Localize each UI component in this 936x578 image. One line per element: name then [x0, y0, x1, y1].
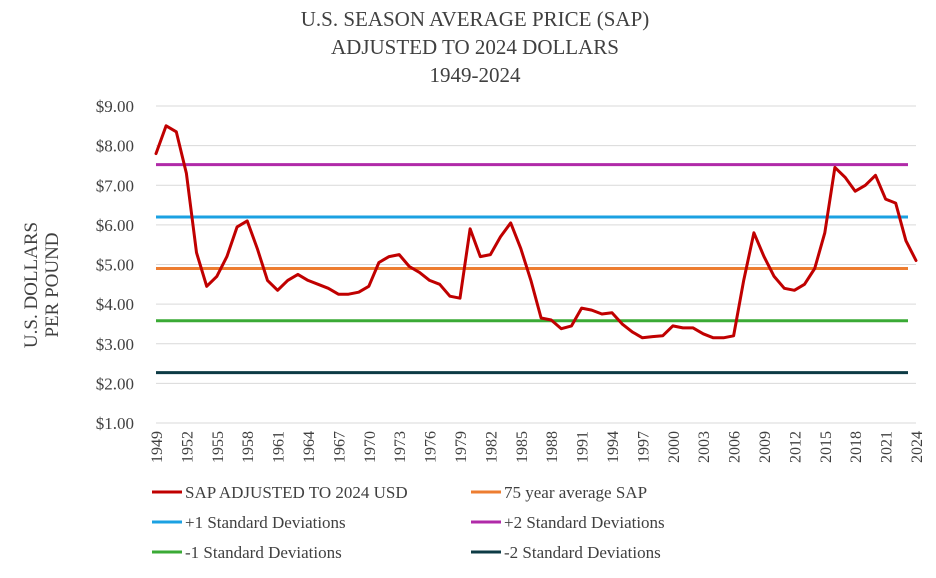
x-tick-label: 1985	[514, 431, 531, 463]
data-series	[154, 124, 918, 340]
gridlines	[156, 105, 916, 424]
x-tick-label: 1997	[635, 431, 652, 463]
y-tick-label: $8.00	[96, 137, 134, 156]
legend-item: 75 year average SAP	[471, 483, 647, 502]
x-tick-label: 2024	[909, 431, 926, 463]
x-tick-label: 2018	[848, 431, 865, 463]
legend: SAP ADJUSTED TO 2024 USD 75 year average …	[152, 483, 665, 562]
legend-label: +1 Standard Deviations	[185, 513, 346, 532]
legend-label: +2 Standard Deviations	[504, 513, 665, 532]
x-tick-label: 1994	[605, 431, 622, 463]
x-tick-label: 1991	[575, 431, 592, 463]
legend-item: +2 Standard Deviations	[471, 513, 665, 532]
y-axis-label-line-2: PER POUND	[42, 232, 63, 337]
x-tick-label: 1973	[392, 431, 409, 463]
legend-item: -1 Standard Deviations	[152, 543, 342, 562]
y-tick-label: $7.00	[96, 176, 134, 195]
legend-label: SAP ADJUSTED TO 2024 USD	[185, 483, 408, 502]
y-axis-label: U.S. DOLLARS PER POUND	[21, 222, 63, 348]
legend-item: +1 Standard Deviations	[152, 513, 346, 532]
series-line	[154, 124, 918, 340]
x-tick-label: 2015	[818, 431, 835, 463]
x-tick-label: 1982	[483, 431, 500, 463]
legend-label: -2 Standard Deviations	[504, 543, 661, 562]
x-tick-label: 1976	[423, 431, 440, 463]
y-tick-label: $9.00	[96, 97, 134, 116]
legend-label: 75 year average SAP	[504, 483, 647, 502]
x-tick-label: 1979	[453, 431, 470, 463]
y-tick-label: $5.00	[96, 256, 134, 275]
reference-lines	[156, 163, 908, 375]
x-axis-ticks: 1949 1952 1955 1958 1961 1964 1967 1970 1973 1976…	[149, 431, 926, 463]
x-tick-label: 2003	[696, 431, 713, 463]
x-tick-label: 2021	[879, 431, 896, 463]
y-tick-label: $4.00	[96, 295, 134, 314]
y-tick-label: $6.00	[96, 216, 134, 235]
x-tick-label: 1964	[301, 431, 318, 463]
legend-label: -1 Standard Deviations	[185, 543, 342, 562]
x-tick-label: 2009	[757, 431, 774, 463]
y-axis-ticks: $1.00 $2.00 $3.00 $4.00 $5.00 $6.00 $7.00 $8.00…	[96, 97, 134, 433]
legend-item: SAP ADJUSTED TO 2024 USD	[152, 483, 408, 502]
chart-title-line-3: 1949-2024	[430, 63, 521, 87]
x-tick-label: 2000	[666, 431, 683, 463]
x-tick-label: 1967	[331, 431, 348, 463]
chart-title-line-1: U.S. SEASON AVERAGE PRICE (SAP)	[301, 7, 650, 31]
x-tick-label: 1988	[544, 431, 561, 463]
y-tick-label: $3.00	[96, 335, 134, 354]
y-axis-label-line-1: U.S. DOLLARS	[21, 222, 42, 348]
x-tick-label: 2012	[787, 431, 804, 463]
x-tick-label: 2006	[727, 431, 744, 463]
legend-item: -2 Standard Deviations	[471, 543, 661, 562]
x-tick-label: 1955	[210, 431, 227, 463]
chart-title-line-2: ADJUSTED TO 2024 DOLLARS	[331, 35, 619, 59]
x-tick-label: 1961	[271, 431, 288, 463]
y-tick-label: $2.00	[96, 374, 134, 393]
x-tick-label: 1970	[362, 431, 379, 463]
chart-title: U.S. SEASON AVERAGE PRICE (SAP) ADJUSTED…	[301, 7, 650, 87]
y-tick-label: $1.00	[96, 414, 134, 433]
x-tick-label: 1949	[149, 431, 166, 463]
x-tick-label: 1952	[179, 431, 196, 463]
x-tick-label: 1958	[240, 431, 257, 463]
